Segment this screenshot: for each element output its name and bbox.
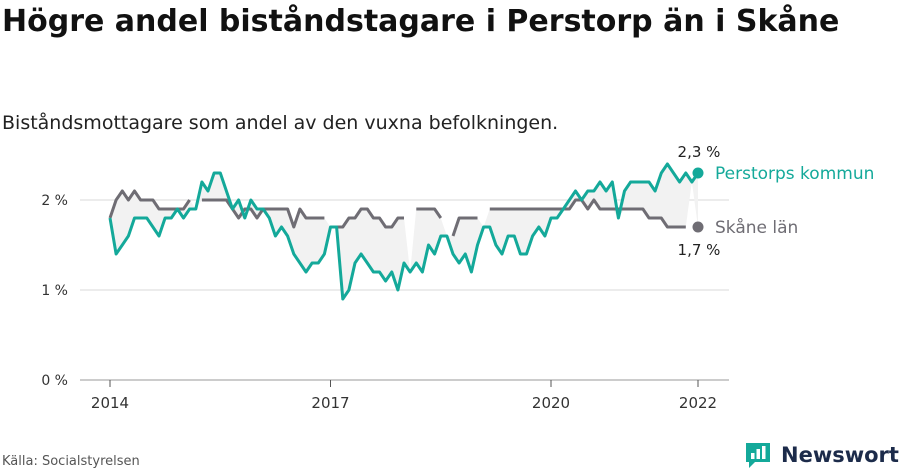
chart-title: Högre andel biståndstagare i Perstorp än… [2,4,840,39]
y-tick-label: 0 % [41,373,68,389]
series-line-perstorp [108,162,700,301]
newsworthy-logo-icon [746,443,770,468]
difference-area [110,164,698,299]
x-axis: 2014 2017 2020 2022 [91,380,717,412]
legend-label-perstorp: Perstorps kommun [715,164,874,184]
series-labels: Perstorps kommun Skåne län 2,3 % 1,7 % [678,143,875,259]
line-chart: 0 % 1 % 2 % 2014 2017 2020 2022 Perstorps kom… [41,143,875,412]
x-tick-label: 2014 [91,394,129,412]
gridlines: 0 % 1 % 2 % [41,193,729,389]
x-tick-label: 2022 [679,394,717,412]
endpoint-skane [692,221,704,233]
x-tick-label: 2020 [532,394,570,412]
y-tick-label: 1 % [41,283,68,299]
chart-subtitle: Biståndsmottagare som andel av den vuxna… [2,112,559,134]
brand-logo: Newsworthy [743,440,900,470]
value-label-skane: 1,7 % [678,241,721,259]
legend-label-skane: Skåne län [715,217,798,238]
endpoint-perstorp [692,167,704,179]
series-lines [108,162,700,301]
brand-name: Newsworthy [781,443,900,467]
source-note: Källa: Socialstyrelsen [2,454,140,469]
value-label-perstorp: 2,3 % [678,143,721,161]
y-tick-label: 2 % [41,193,68,209]
x-tick-label: 2017 [311,394,349,412]
difference-band [110,164,698,299]
